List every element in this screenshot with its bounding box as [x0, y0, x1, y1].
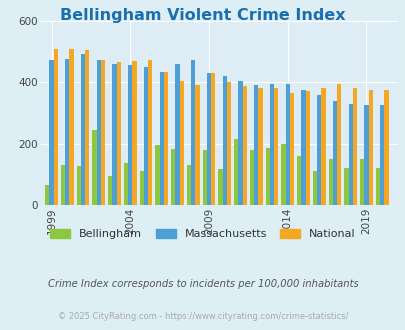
- Bar: [281, 144, 285, 205]
- Bar: [359, 159, 363, 205]
- Bar: [53, 49, 58, 205]
- Bar: [289, 93, 293, 205]
- Bar: [301, 89, 305, 205]
- Bar: [45, 185, 49, 205]
- Bar: [202, 149, 207, 205]
- Text: Crime Index corresponds to incidents per 100,000 inhabitants: Crime Index corresponds to incidents per…: [47, 279, 358, 289]
- Bar: [363, 105, 368, 205]
- Bar: [155, 145, 159, 205]
- Bar: [164, 72, 168, 205]
- Bar: [218, 170, 222, 205]
- Bar: [296, 156, 301, 205]
- Bar: [148, 60, 152, 205]
- Bar: [159, 72, 164, 205]
- Bar: [285, 84, 289, 205]
- Bar: [258, 88, 262, 205]
- Bar: [207, 73, 211, 205]
- Bar: [222, 76, 226, 205]
- Bar: [65, 59, 69, 205]
- Bar: [132, 61, 136, 205]
- Bar: [328, 159, 332, 205]
- Bar: [49, 60, 53, 205]
- Bar: [112, 64, 116, 205]
- Bar: [254, 85, 258, 205]
- Bar: [273, 88, 278, 205]
- Bar: [191, 60, 195, 205]
- Bar: [249, 150, 254, 205]
- Bar: [61, 165, 65, 205]
- Bar: [383, 89, 388, 205]
- Bar: [195, 84, 199, 205]
- Bar: [269, 84, 273, 205]
- Bar: [316, 95, 320, 205]
- Bar: [175, 64, 179, 205]
- Bar: [332, 101, 336, 205]
- Bar: [343, 168, 347, 205]
- Bar: [81, 54, 85, 205]
- Bar: [226, 82, 230, 205]
- Bar: [234, 139, 238, 205]
- Bar: [85, 50, 89, 205]
- Bar: [128, 65, 132, 205]
- Bar: [124, 163, 128, 205]
- Bar: [144, 67, 148, 205]
- Bar: [375, 168, 379, 205]
- Bar: [108, 176, 112, 205]
- Bar: [305, 91, 309, 205]
- Bar: [368, 89, 372, 205]
- Bar: [116, 62, 121, 205]
- Bar: [92, 130, 96, 205]
- Text: Bellingham Violent Crime Index: Bellingham Violent Crime Index: [60, 8, 345, 23]
- Bar: [352, 88, 356, 205]
- Bar: [171, 149, 175, 205]
- Bar: [347, 105, 352, 205]
- Bar: [312, 171, 316, 205]
- Bar: [238, 81, 242, 205]
- Bar: [69, 49, 74, 205]
- Text: © 2025 CityRating.com - https://www.cityrating.com/crime-statistics/: © 2025 CityRating.com - https://www.city…: [58, 312, 347, 321]
- Bar: [186, 165, 191, 205]
- Bar: [211, 73, 215, 205]
- Bar: [77, 166, 81, 205]
- Bar: [336, 84, 341, 205]
- Bar: [320, 88, 325, 205]
- Bar: [242, 86, 246, 205]
- Bar: [101, 60, 105, 205]
- Legend: Bellingham, Massachusetts, National: Bellingham, Massachusetts, National: [46, 224, 359, 244]
- Bar: [96, 60, 101, 205]
- Bar: [179, 81, 183, 205]
- Bar: [139, 171, 144, 205]
- Bar: [379, 105, 383, 205]
- Bar: [265, 148, 269, 205]
